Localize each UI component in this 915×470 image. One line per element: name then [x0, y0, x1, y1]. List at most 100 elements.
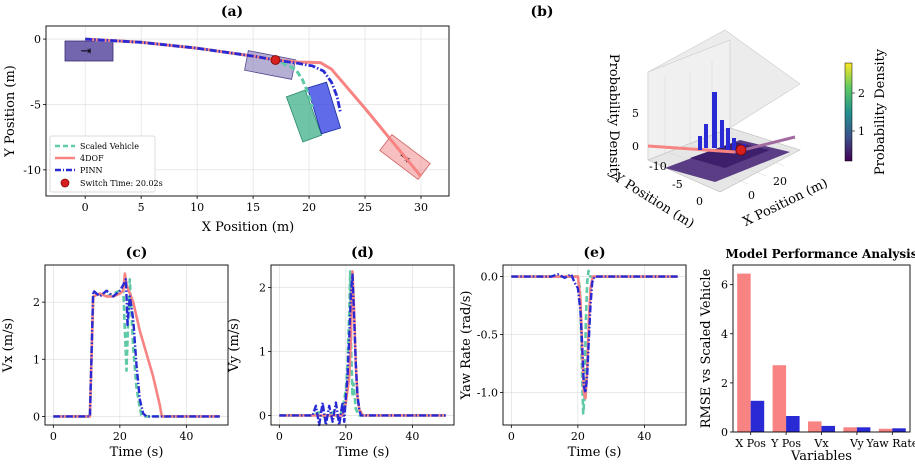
- panel-d-vy: 0 20 40 0 1 2 (d) Time (s) Vy (m/s): [227, 245, 455, 460]
- xaxis-tick: 20: [773, 175, 787, 188]
- colorbar-tick: 1: [858, 125, 865, 138]
- panel-b-ylabel: Y Position (m): [610, 170, 697, 232]
- panel-e-yaw-rate: 0 20 40 0.0 -0.5 -1.0 (e) Time (s) Yaw Rate (rad…: [459, 245, 687, 460]
- xaxis-tick: 0: [748, 189, 755, 202]
- x-tick-label: 0: [276, 430, 283, 443]
- x-tick-label: 40: [637, 430, 651, 443]
- x-tick-label: 20: [113, 430, 127, 443]
- bar-pinn: [821, 425, 835, 432]
- bar-4dof: [808, 421, 822, 432]
- x-tick-label: 30: [414, 201, 428, 214]
- panel-title: Model Performance Analysis: [726, 247, 915, 261]
- bar-pinn: [786, 416, 800, 432]
- bar-4dof: [878, 428, 893, 432]
- x-axis-label: Time (s): [336, 445, 390, 460]
- y-tick-label: 2: [33, 296, 40, 309]
- category-label: Y Pos: [770, 437, 801, 450]
- grid: [271, 265, 454, 425]
- axes-frame: [44, 264, 229, 426]
- x-tick-label: 0: [82, 201, 89, 214]
- panel-a-frame: [45, 25, 450, 197]
- x-tick-label: 40: [405, 430, 419, 443]
- x-tick-label: 20: [339, 430, 353, 443]
- bar-pinn: [750, 400, 765, 432]
- series-line-pinn: [511, 273, 678, 394]
- panel-a-legend: Scaled Vehicle 4DOF PINN Switch Time: 20…: [49, 135, 163, 193]
- yaxis-tick: 0: [696, 195, 703, 208]
- panel-a-ylabel: Y Position (m): [3, 65, 18, 158]
- density-peak: [712, 92, 717, 148]
- panel-b-zlabel: Probability Density: [606, 54, 621, 181]
- x-tick-label: 0: [50, 430, 57, 443]
- x-tick-label: 10: [190, 201, 204, 214]
- colorbar-label: Probability Density: [873, 48, 888, 175]
- zaxis-tick: 5: [632, 107, 639, 120]
- panel-title: (c): [126, 245, 148, 261]
- yaxis-tick: -10: [649, 160, 667, 173]
- x-tick-label: 25: [358, 201, 372, 214]
- vehicle-box-pinn: [306, 81, 342, 135]
- legend-label-switch: Switch Time: 20.02s: [80, 179, 163, 188]
- y-tick-label: 1: [259, 345, 266, 358]
- panel-a-title: (a): [221, 4, 243, 20]
- colorbar: [844, 62, 853, 162]
- x-tick-label: 20: [571, 430, 585, 443]
- y-tick-label: -1.0: [477, 387, 498, 400]
- y-axis-label: Yaw Rate (rad/s): [459, 291, 474, 401]
- series-line-4dof: [279, 270, 446, 417]
- y-tick-label: 6: [721, 279, 728, 292]
- panel-c-vx: 0 20 40 0 1 2 (c) Time (s) Vx (m/s): [1, 245, 229, 460]
- category-label: X Pos: [735, 437, 766, 450]
- panel-b-3d-density: (b) 5 0 -10 -5 0 0 20 Y Position (m): [530, 4, 888, 232]
- legend-swatch-switch: [60, 178, 70, 188]
- vehicle-box-scaled: [285, 89, 323, 143]
- series-line-pinn: [279, 273, 446, 427]
- axes-frame: [502, 264, 687, 426]
- y-tick-label: 0: [721, 426, 728, 439]
- category-label: Vy: [849, 437, 864, 450]
- legend-label-4dof: 4DOF: [80, 154, 104, 163]
- panel-a-trajectory: (a) ⇥ ⇥ 0 5 10 15 20 25 300-5-10 X Position (m…: [3, 4, 450, 235]
- y-tick-label: 0.0: [481, 271, 499, 284]
- panel-f-rmse-bars: 0 2 4 6 X Pos Y Pos Vx Vy Yaw Rate Model Performa…: [699, 247, 915, 464]
- zaxis-tick: 0: [632, 140, 639, 153]
- colorbar-tick: 2: [858, 87, 865, 100]
- vehicle-box-start: [64, 40, 114, 62]
- series-line-scaled-vehicle: [279, 270, 446, 420]
- bar-pinn: [856, 427, 871, 432]
- panel-a-ticks: 0 5 10 15 20 25 30 0 -5 -10: [23, 33, 428, 214]
- legend-label-scaled: Scaled Vehicle: [80, 142, 139, 151]
- grid: [45, 265, 228, 425]
- panel-b-title: (b): [530, 4, 553, 20]
- y-axis-label: Vy (m/s): [227, 318, 242, 373]
- panel-title: (e): [583, 245, 605, 261]
- switch-time-marker: [270, 55, 281, 65]
- y-tick-label: -0.5: [477, 329, 498, 342]
- panel-title: (d): [351, 245, 374, 261]
- yaxis-tick: -5: [672, 178, 683, 191]
- y-tick-label: 0: [34, 33, 41, 46]
- y-axis-label: Vx (m/s): [1, 318, 16, 373]
- bar-pinn: [892, 428, 906, 432]
- switch-time-marker-3d: [735, 144, 747, 156]
- trajectory-pinn: [85, 37, 342, 113]
- series-line-scaled-vehicle: [511, 269, 678, 415]
- grid: [503, 265, 686, 425]
- category-label: Vx: [813, 437, 829, 450]
- panel-a-xlabel: X Position (m): [202, 220, 294, 235]
- bar-4dof: [843, 427, 857, 432]
- x-tick-label: 5: [138, 201, 145, 214]
- axes-frame: [270, 264, 455, 426]
- y-tick-label: -10: [23, 164, 41, 177]
- x-tick-label: 20: [302, 201, 316, 214]
- x-tick-label: 15: [246, 201, 260, 214]
- legend-label-pinn: PINN: [80, 166, 103, 175]
- series-line-4dof: [511, 275, 678, 400]
- y-tick-label: 2: [721, 377, 728, 390]
- y-axis-label: RMSE vs Scaled Vehicle: [699, 268, 714, 428]
- y-tick-label: 2: [259, 281, 266, 294]
- y-tick-label: 4: [721, 328, 728, 341]
- y-tick-label: -5: [30, 98, 41, 111]
- x-axis-label: Time (s): [568, 445, 622, 460]
